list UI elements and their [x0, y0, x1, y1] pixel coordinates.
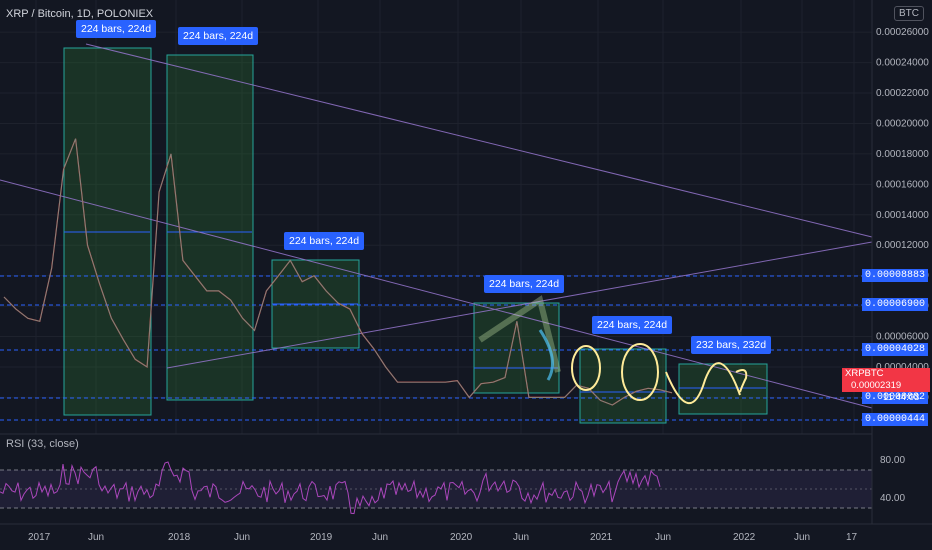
- range-box-6: [678, 363, 768, 415]
- x-tick-label: 2020: [450, 532, 473, 543]
- y-tick-label: 0.00026000: [876, 27, 929, 38]
- y-tick-label: 0.00004000: [876, 362, 929, 373]
- x-tick-label: Jun: [88, 532, 104, 543]
- trendline-top[interactable]: [85, 43, 873, 238]
- chart-title: XRP / Bitcoin, 1D, POLONIEX: [6, 8, 154, 20]
- range-label-1: 224 bars, 224d: [76, 20, 157, 38]
- y-tick-label: 0.00018000: [876, 149, 929, 160]
- x-tick-label: Jun: [794, 532, 810, 543]
- y-tick-label: 0.00012000: [876, 240, 929, 251]
- price-level-label: 0.00004028: [861, 343, 928, 356]
- price-level-label: 0.00000444: [861, 413, 928, 426]
- trendline-mid[interactable]: [0, 179, 873, 409]
- rsi-title: RSI (33, close): [6, 438, 79, 450]
- trendlines[interactable]: [0, 43, 873, 409]
- freehand-annotations: [478, 295, 748, 404]
- rsi-tick-label: 80.00: [880, 455, 905, 466]
- x-tick-label: 2019: [310, 532, 333, 543]
- range-box-4: [473, 302, 560, 394]
- rsi-axis: 80.00 40.00: [880, 455, 905, 504]
- x-tick-label: Jun: [513, 532, 529, 543]
- x-tick-label: 2021: [590, 532, 613, 543]
- rsi-line: [0, 461, 661, 515]
- y-tick-label: 0.00014000: [876, 210, 929, 221]
- current-symbol: XRPBTC: [845, 368, 884, 379]
- price-level-label: 0.00000882: [861, 391, 928, 404]
- x-tick-label: Jun: [372, 532, 388, 543]
- y-tick-label: 0.00024000: [876, 58, 929, 69]
- price-levels: [0, 275, 872, 421]
- rsi-tick-label: 40.00: [880, 493, 905, 504]
- current-price: 0.00002319: [851, 380, 902, 391]
- range-label-4: 224 bars, 224d: [484, 275, 565, 293]
- y-tick-label: 0.00016000: [876, 179, 929, 190]
- x-tick-label: 2017: [28, 532, 51, 543]
- currency-badge[interactable]: BTC: [894, 6, 924, 21]
- rsi-pane: [0, 433, 872, 524]
- x-tick-label: 2022: [733, 532, 756, 543]
- bar-countdown: 11:44:03: [883, 392, 920, 403]
- x-tick-label: 17: [846, 532, 858, 543]
- x-tick-label: Jun: [655, 532, 671, 543]
- x-tick-label: Jun: [234, 532, 250, 543]
- current-price-tag: XRPBTC 0.00002319 11:44:03: [842, 368, 930, 403]
- range-boxes: [63, 47, 768, 424]
- range-label-2: 224 bars, 224d: [178, 27, 259, 45]
- x-tick-label: 2018: [168, 532, 191, 543]
- range-label-6: 232 bars, 232d: [691, 336, 772, 354]
- range-label-3: 224 bars, 224d: [284, 232, 365, 250]
- range-label-5: 224 bars, 224d: [592, 316, 673, 334]
- trendline-rising[interactable]: [166, 241, 873, 369]
- price-level-label: 0.00008883: [861, 269, 928, 282]
- y-tick-label: 0.00020000: [876, 118, 929, 129]
- y-tick-label: 0.00006000: [876, 332, 929, 343]
- y-tick-label: 0.00022000: [876, 88, 929, 99]
- price-level-label: 0.00006900: [861, 298, 928, 311]
- x-axis[interactable]: 2017 Jun 2018 Jun 2019 Jun 2020 Jun 2021 Jun 2022 J…: [28, 532, 858, 543]
- price-series-shadow: [3, 138, 673, 406]
